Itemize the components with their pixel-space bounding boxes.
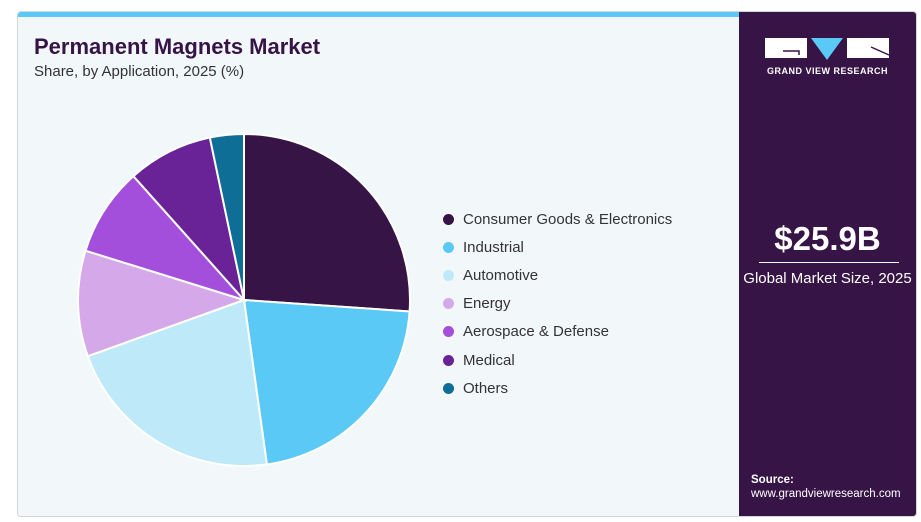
- legend: Consumer Goods & Electronics Industrial Au…: [443, 205, 672, 402]
- legend-label: Consumer Goods & Electronics: [463, 210, 673, 228]
- pie-slice-energy: [77, 249, 248, 358]
- pie-slice-aerospace-defense: [84, 174, 248, 303]
- chart-title: Permanent Magnets Market: [34, 34, 321, 59]
- gvr-logo: [765, 38, 890, 60]
- source-url[interactable]: www.grandviewresearch.com: [751, 488, 901, 500]
- source: Source: www.grandviewresearch.com: [751, 473, 901, 501]
- legend-item: Aerospace & Defense: [443, 318, 672, 346]
- legend-label: Aerospace & Defense: [463, 323, 609, 341]
- legend-dot-icon: [443, 269, 454, 281]
- chart-subtitle: Share, by Application, 2025 (%): [34, 63, 245, 80]
- divider: [759, 262, 899, 263]
- accent-bar: [18, 12, 739, 17]
- market-value: $25.9B: [774, 220, 881, 257]
- legend-label: Energy: [463, 295, 511, 313]
- legend-dot-icon: [443, 326, 454, 338]
- logo-text: GRAND VIEW RESEARCH: [766, 66, 888, 76]
- legend-item: Industrial: [443, 233, 672, 261]
- legend-item: Automotive: [443, 261, 672, 289]
- legend-dot-icon: [443, 354, 454, 366]
- chart-card: Permanent Magnets Market Share, by Appli…: [17, 11, 917, 517]
- market-label: Global Market Size, 2025: [743, 270, 912, 287]
- source-label: Source:: [751, 474, 794, 486]
- pie-slice-automotive: [86, 298, 269, 467]
- legend-item: Medical: [443, 346, 672, 374]
- legend-dot-icon: [443, 298, 454, 310]
- pie-slice-consumer-goods-electronics: [243, 132, 411, 313]
- legend-item: Others: [443, 374, 672, 402]
- legend-label: Industrial: [463, 238, 524, 256]
- pie-chart: [77, 132, 411, 467]
- pie-slice-others: [208, 132, 245, 301]
- legend-item: Consumer Goods & Electronics: [443, 205, 672, 233]
- legend-label: Automotive: [463, 266, 539, 284]
- legend-label: Others: [463, 379, 509, 397]
- legend-dot-icon: [443, 213, 454, 225]
- pie-slice-medical: [132, 136, 246, 304]
- legend-item: Energy: [443, 290, 672, 318]
- summary-panel: GRAND VIEW RESEARCH $25.9B Global Market…: [739, 12, 916, 516]
- legend-dot-icon: [443, 241, 454, 253]
- pie-slice-industrial: [242, 298, 411, 466]
- legend-label: Medical: [463, 351, 515, 369]
- legend-dot-icon: [443, 382, 454, 394]
